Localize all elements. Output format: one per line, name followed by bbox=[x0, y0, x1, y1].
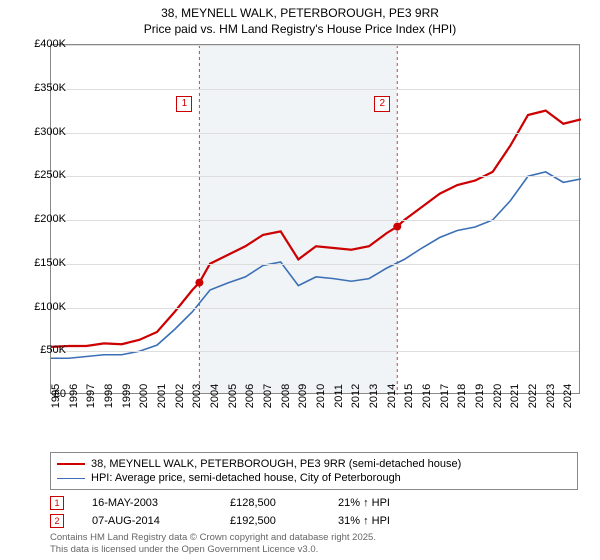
sale-marker: 2 bbox=[374, 96, 390, 112]
x-tick-label: 2024 bbox=[562, 384, 574, 408]
event-pct: 31% ↑ HPI bbox=[338, 515, 418, 527]
x-tick-label: 2010 bbox=[315, 384, 327, 408]
event-row: 1 16-MAY-2003 £128,500 21% ↑ HPI bbox=[50, 494, 418, 512]
x-tick-label: 2000 bbox=[138, 384, 150, 408]
event-marker: 1 bbox=[50, 496, 64, 510]
y-tick-label: £50K bbox=[18, 344, 66, 356]
footer-line2: This data is licensed under the Open Gov… bbox=[50, 544, 376, 556]
title-line1: 38, MEYNELL WALK, PETERBOROUGH, PE3 9RR bbox=[0, 6, 600, 22]
x-tick-label: 2020 bbox=[492, 384, 504, 408]
x-tick-label: 2013 bbox=[368, 384, 380, 408]
y-tick-label: £250K bbox=[18, 169, 66, 181]
event-price: £128,500 bbox=[230, 497, 310, 509]
x-tick-label: 2016 bbox=[421, 384, 433, 408]
event-pct: 21% ↑ HPI bbox=[338, 497, 418, 509]
x-tick-label: 1997 bbox=[85, 384, 97, 408]
y-tick-label: £300K bbox=[18, 126, 66, 138]
series-line bbox=[51, 111, 581, 347]
y-gridline bbox=[51, 220, 579, 221]
series-line bbox=[51, 172, 581, 358]
x-tick-label: 2005 bbox=[227, 384, 239, 408]
legend-swatch bbox=[57, 463, 85, 465]
x-tick-label: 2007 bbox=[262, 384, 274, 408]
x-tick-label: 2023 bbox=[545, 384, 557, 408]
legend-label: HPI: Average price, semi-detached house,… bbox=[91, 472, 401, 484]
y-tick-label: £400K bbox=[18, 38, 66, 50]
y-tick-label: £150K bbox=[18, 257, 66, 269]
y-gridline bbox=[51, 308, 579, 309]
y-tick-label: £350K bbox=[18, 82, 66, 94]
x-tick-label: 1998 bbox=[103, 384, 115, 408]
legend-swatch bbox=[57, 478, 85, 479]
y-gridline bbox=[51, 45, 579, 46]
plot-area bbox=[50, 44, 580, 394]
x-tick-label: 2019 bbox=[474, 384, 486, 408]
x-tick-label: 2015 bbox=[403, 384, 415, 408]
x-tick-label: 2006 bbox=[244, 384, 256, 408]
y-gridline bbox=[51, 351, 579, 352]
x-tick-label: 2014 bbox=[386, 384, 398, 408]
y-tick-label: £200K bbox=[18, 213, 66, 225]
legend-label: 38, MEYNELL WALK, PETERBOROUGH, PE3 9RR … bbox=[91, 458, 461, 470]
y-tick-label: £100K bbox=[18, 301, 66, 313]
x-tick-label: 2009 bbox=[297, 384, 309, 408]
x-tick-label: 2011 bbox=[333, 384, 345, 408]
x-tick-label: 2008 bbox=[280, 384, 292, 408]
x-tick-label: 1995 bbox=[50, 384, 62, 408]
y-gridline bbox=[51, 133, 579, 134]
event-date: 07-AUG-2014 bbox=[92, 515, 202, 527]
event-marker: 2 bbox=[50, 514, 64, 528]
event-row: 2 07-AUG-2014 £192,500 31% ↑ HPI bbox=[50, 512, 418, 530]
y-gridline bbox=[51, 176, 579, 177]
footer-line1: Contains HM Land Registry data © Crown c… bbox=[50, 532, 376, 544]
x-tick-label: 2018 bbox=[456, 384, 468, 408]
x-tick-label: 2002 bbox=[174, 384, 186, 408]
x-tick-label: 2021 bbox=[509, 384, 521, 408]
x-tick-label: 2022 bbox=[527, 384, 539, 408]
x-tick-label: 2012 bbox=[350, 384, 362, 408]
x-tick-label: 1996 bbox=[68, 384, 80, 408]
chart-container: 38, MEYNELL WALK, PETERBOROUGH, PE3 9RR … bbox=[0, 0, 600, 560]
x-tick-label: 1999 bbox=[121, 384, 133, 408]
event-price: £192,500 bbox=[230, 515, 310, 527]
legend: 38, MEYNELL WALK, PETERBOROUGH, PE3 9RR … bbox=[50, 452, 578, 490]
x-tick-label: 2004 bbox=[209, 384, 221, 408]
sale-marker: 1 bbox=[176, 96, 192, 112]
legend-row: 38, MEYNELL WALK, PETERBOROUGH, PE3 9RR … bbox=[57, 457, 571, 471]
x-tick-label: 2003 bbox=[191, 384, 203, 408]
event-date: 16-MAY-2003 bbox=[92, 497, 202, 509]
x-tick-label: 2001 bbox=[156, 384, 168, 408]
footer: Contains HM Land Registry data © Crown c… bbox=[50, 532, 376, 556]
x-tick-label: 2017 bbox=[439, 384, 451, 408]
y-gridline bbox=[51, 264, 579, 265]
legend-row: HPI: Average price, semi-detached house,… bbox=[57, 471, 571, 485]
chart-title: 38, MEYNELL WALK, PETERBOROUGH, PE3 9RR … bbox=[0, 0, 600, 37]
title-line2: Price paid vs. HM Land Registry's House … bbox=[0, 22, 600, 38]
events-table: 1 16-MAY-2003 £128,500 21% ↑ HPI 2 07-AUG-201… bbox=[50, 494, 418, 530]
y-gridline bbox=[51, 89, 579, 90]
